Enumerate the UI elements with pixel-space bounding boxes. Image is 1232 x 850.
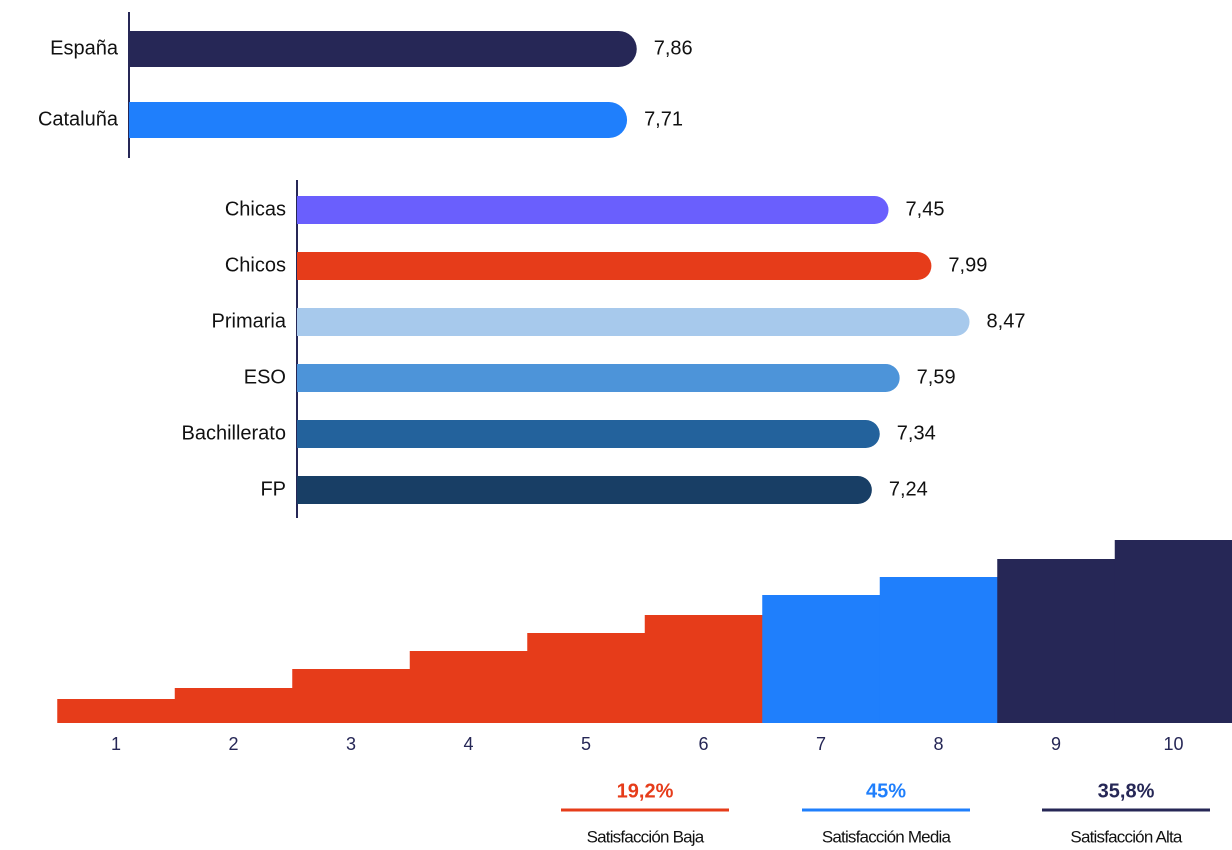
bar	[297, 196, 889, 224]
category-label: Chicas	[225, 198, 286, 220]
value-label: 7,71	[644, 108, 683, 130]
bar	[57, 699, 176, 723]
value-label: 7,86	[654, 37, 693, 59]
value-label: 7,59	[917, 366, 956, 388]
x-tick-label: 8	[933, 734, 943, 754]
x-tick-label: 5	[581, 734, 591, 754]
category-label: Chicos	[225, 254, 286, 276]
category-label: FP	[260, 478, 286, 500]
value-label: 7,34	[897, 422, 936, 444]
value-label: 7,99	[948, 254, 987, 276]
bar	[174, 688, 293, 723]
category-label: ESO	[244, 366, 286, 388]
x-tick-label: 1	[111, 734, 121, 754]
group-percent: 45%	[866, 780, 906, 802]
bar	[129, 31, 637, 67]
x-tick-label: 3	[346, 734, 356, 754]
group-name: Satisfacción Baja	[587, 827, 705, 846]
bar	[297, 420, 880, 448]
bar	[292, 669, 411, 723]
category-label: España	[50, 37, 119, 59]
x-tick-label: 4	[463, 734, 473, 754]
group-percent: 19,2%	[617, 780, 674, 802]
category-label: Bachillerato	[181, 422, 286, 444]
bar	[879, 577, 998, 723]
category-label: Cataluña	[38, 108, 119, 130]
group-percent: 35,8%	[1098, 780, 1155, 802]
bar	[644, 615, 763, 723]
x-tick-label: 6	[698, 734, 708, 754]
bar	[297, 308, 970, 337]
bar	[527, 633, 646, 723]
bar	[762, 595, 881, 723]
bar	[409, 651, 528, 723]
category-label: Primaria	[212, 310, 287, 332]
x-tick-label: 7	[816, 734, 826, 754]
group-name: Satisfacción Alta	[1070, 827, 1182, 846]
bar	[1114, 540, 1232, 723]
x-tick-label: 9	[1051, 734, 1061, 754]
x-tick-label: 10	[1163, 734, 1183, 754]
bar	[997, 559, 1116, 723]
x-tick-label: 2	[228, 734, 238, 754]
bar	[297, 364, 900, 392]
value-label: 8,47	[987, 310, 1026, 332]
bar	[297, 252, 932, 280]
bar	[129, 102, 628, 138]
group-name: Satisfacción Media	[822, 827, 952, 846]
bar	[297, 476, 872, 504]
value-label: 7,24	[889, 478, 928, 500]
value-label: 7,45	[906, 198, 945, 220]
